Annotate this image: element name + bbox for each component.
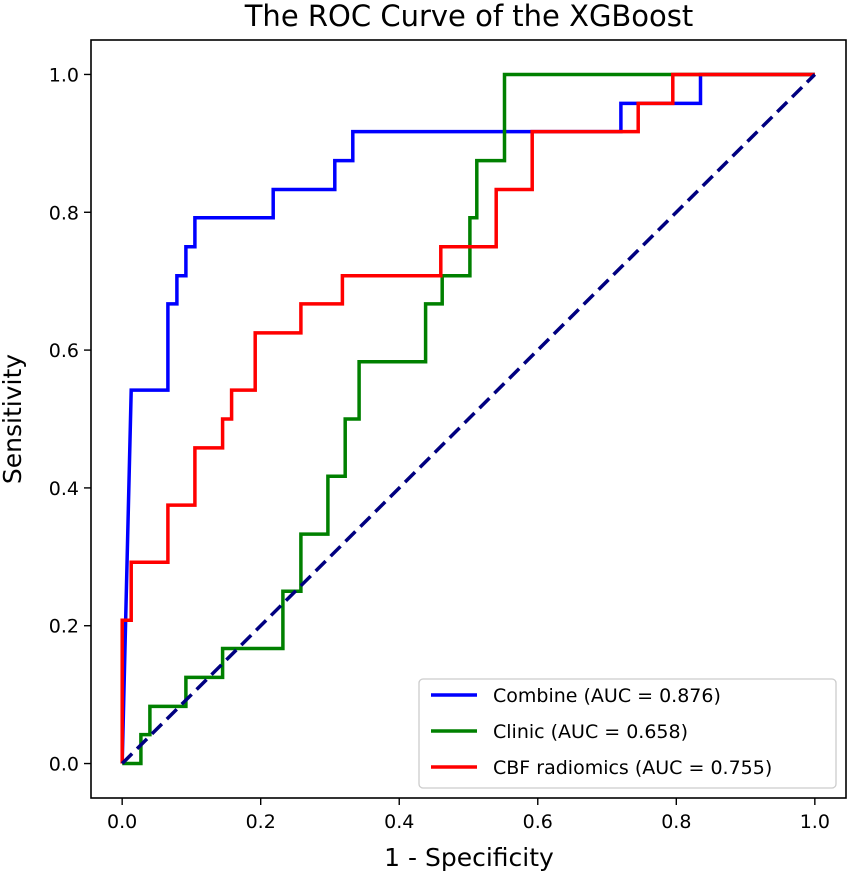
legend-box [418,678,837,789]
plot-area [120,72,817,766]
x-tick-label: 0.6 [523,811,553,833]
x-tick-label: 0.2 [246,811,276,833]
legend-label-cbf-radiomics: CBF radiomics (AUC = 0.755) [493,757,772,779]
chance-diagonal-line [120,73,817,765]
y-tick-label: 0.6 [49,340,79,362]
y-tick-label: 0.4 [49,478,79,500]
roc-curve-clinic [122,72,815,766]
y-tick-label: 0.8 [49,202,79,224]
y-axis-label: Sensitivity [0,354,27,484]
x-axis-label: 1 - Specificity [384,843,554,872]
plot-frame [90,39,847,799]
legend-label-combine: Combine (AUC = 0.876) [493,685,721,707]
y-tick-label: 1.0 [49,64,79,86]
y-tick-label: 0.2 [49,616,79,638]
x-tick-label: 0.8 [661,811,691,833]
roc-curve-cbf-radiomics [120,72,815,764]
y-tick-label: 0.0 [49,754,79,776]
chart-title: The ROC Curve of the XGBoost [244,0,694,33]
axis-ticks: 0.0 0.2 0.4 0.6 0.8 1.0 0.0 0.2 0.4 0.6 0.8 1.0 [49,64,830,833]
x-tick-label: 0.4 [384,811,414,833]
legend: Combine (AUC = 0.876) Clinic (AUC = 0.65… [418,678,837,789]
legend-label-clinic: Clinic (AUC = 0.658) [493,721,688,743]
x-tick-label: 1.0 [800,811,830,833]
x-tick-label: 0.0 [107,811,137,833]
